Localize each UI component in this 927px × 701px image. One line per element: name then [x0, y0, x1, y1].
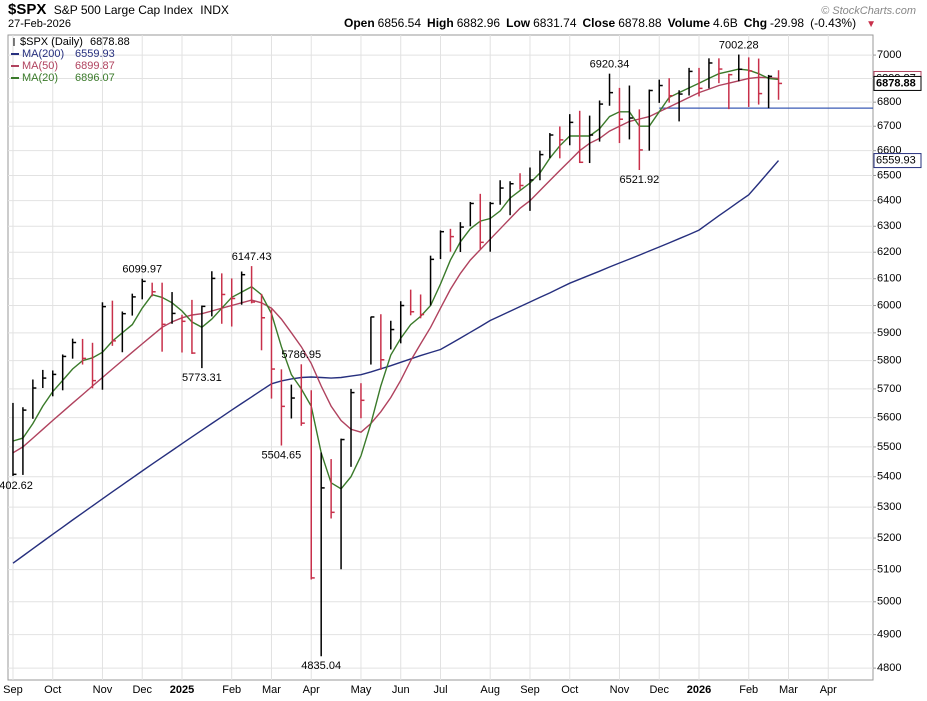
stat-value: 6856.54 [377, 16, 422, 30]
stat-value: 4.6B [713, 16, 738, 30]
y-tick-label: 5800 [877, 355, 901, 367]
y-tick-label: 5700 [877, 383, 901, 395]
x-tick-label: Nov [93, 684, 113, 696]
value-tag [873, 75, 922, 91]
y-tick-label: 4800 [877, 662, 901, 674]
y-tick-label: 6300 [877, 220, 901, 232]
ma-line [12, 68, 779, 490]
x-tick-label: Nov [610, 684, 630, 696]
header: $SPX S&P 500 Large Cap Index INDX © Stoc… [8, 1, 920, 31]
stat-label: Low [506, 16, 531, 30]
y-tick-label: 5900 [877, 327, 901, 339]
x-tick-label: 2026 [687, 684, 711, 696]
y-tick-label: 6400 [877, 195, 901, 207]
stat-pct: (-0.43%) [810, 16, 857, 30]
stat-value: -29.98 [770, 16, 805, 30]
down-arrow: ▼ [866, 19, 876, 30]
stat-label: Chg [743, 16, 768, 30]
value-tag [873, 153, 922, 169]
y-tick-label: 6700 [877, 120, 901, 132]
ma-line [12, 160, 780, 564]
price-annotation: 6099.97 [122, 264, 162, 276]
stat-label: Close [582, 16, 616, 30]
index-name: S&P 500 Large Cap Index [53, 3, 193, 17]
y-tick-label: 5600 [877, 412, 901, 424]
title-group: $SPX S&P 500 Large Cap Index INDX [8, 1, 233, 18]
legend-label: MA(200) [22, 48, 64, 60]
legend-label: MA(50) [22, 60, 58, 72]
legend-value: 6878.88 [90, 36, 130, 48]
x-tick-label: Dec [649, 684, 669, 696]
date: 27-Feb-2026 [8, 18, 71, 30]
stats: Open 6856.54 High 6882.96 Low 6831.74 Close 687… [344, 16, 862, 30]
y-tick-label: 7000 [877, 49, 901, 61]
price-annotation: 5504.65 [262, 449, 302, 461]
price-annotation: 6521.92 [619, 174, 659, 186]
x-tick-label: Mar [779, 684, 798, 696]
x-tick-label: Dec [132, 684, 152, 696]
x-tick-label: Apr [303, 684, 320, 696]
price-annotation: 5786.95 [281, 349, 321, 361]
price-annotation: 6147.43 [232, 251, 272, 263]
y-tick-label: 5100 [877, 564, 901, 576]
x-tick-label: Apr [820, 684, 837, 696]
y-tick-label: 5400 [877, 471, 901, 483]
exchange: INDX [200, 3, 229, 17]
x-tick-label: May [351, 684, 372, 696]
stat-value: 6831.74 [533, 16, 577, 30]
x-tick-label: Sep [520, 684, 540, 696]
source: © StockCharts.com [821, 5, 916, 17]
x-tick-label: Aug [480, 684, 500, 696]
x-tick-label: 2025 [170, 684, 194, 696]
y-tick-label: 5300 [877, 501, 901, 513]
y-tick-label: 5000 [877, 596, 901, 608]
ticker: $SPX [8, 1, 47, 18]
stat-label: Open [343, 16, 375, 30]
x-tick-label: Feb [222, 684, 241, 696]
x-tick-label: Jun [392, 684, 410, 696]
price-annotation: 6920.34 [590, 59, 630, 71]
legend-value: 6559.93 [75, 48, 115, 60]
legend-value: 6896.07 [75, 72, 115, 84]
x-tick-label: Feb [739, 684, 758, 696]
x-tick-label: Mar [262, 684, 281, 696]
price-annotation: 5402.62 [0, 480, 33, 492]
y-tick-label: 6200 [877, 246, 901, 258]
ma-line [12, 76, 779, 454]
stat-value: 6882.96 [456, 16, 501, 30]
stat-label: High [427, 16, 454, 30]
y-tick-label: 5200 [877, 532, 901, 544]
legend-value: 6899.87 [75, 60, 115, 72]
x-tick-label: Oct [44, 684, 61, 696]
y-tick-label: 6500 [877, 169, 901, 181]
price-annotation: 5773.31 [182, 372, 222, 384]
y-tick-label: 6000 [877, 299, 901, 311]
price-annotation: 4835.04 [301, 660, 341, 672]
value-tag-label: 6559.93 [876, 154, 916, 166]
stat-label: Volume [667, 16, 711, 30]
header-row: 27-Feb-2026 Open 6856.54 High 6882.96 Low 683… [8, 16, 920, 31]
y-tick-label: 6100 [877, 273, 901, 285]
value-tag-label: 6878.88 [876, 77, 916, 89]
x-tick-label: Jul [433, 684, 447, 696]
legend-label: MA(20) [22, 72, 58, 84]
stat-value: 6878.88 [618, 16, 662, 30]
y-tick-label: 6800 [877, 96, 901, 108]
x-tick-label: Sep [3, 684, 23, 696]
header-row: $SPX S&P 500 Large Cap Index INDX © Stoc… [8, 1, 920, 18]
stats-group: Open 6856.54 High 6882.96 Low 6831.74 Close 687… [344, 16, 880, 30]
legend-label: $SPX (Daily) [20, 36, 83, 48]
y-tick-label: 5500 [877, 441, 901, 453]
price-annotation: 7002.28 [719, 39, 759, 51]
y-tick-label: 4900 [877, 629, 901, 641]
x-tick-label: Oct [561, 684, 578, 696]
